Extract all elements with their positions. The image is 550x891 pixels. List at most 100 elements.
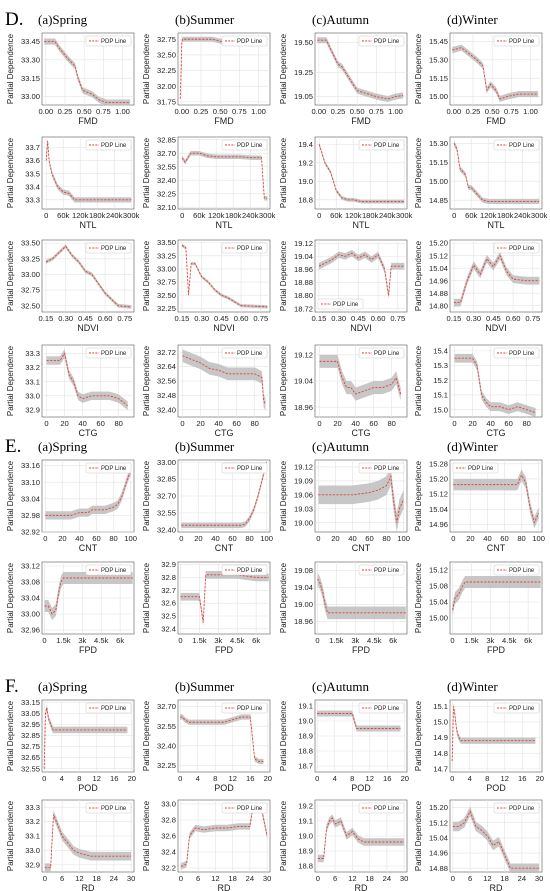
y-tick-label: 33.1 xyxy=(25,832,40,841)
chart-f-rd-4: 0 6 12 18 24 30 15.20 15.12 15.04 14.96 14.88 PDP L… xyxy=(414,799,543,891)
y-tick-label: 15.20 xyxy=(429,803,448,812)
y-tick-label: 33.10 xyxy=(21,478,40,487)
y-axis-label: Partial Dependence xyxy=(6,460,15,531)
chart-d-fmd-1: 0.00 0.25 0.50 0.75 1.00 33.45 33.30 33.15 33.00… xyxy=(6,32,135,126)
chart-grid: 0.00 0.25 0.50 0.75 1.0033.4533.3033.1533.00… xyxy=(6,32,548,891)
uncertainty-band xyxy=(453,469,539,529)
legend: PDP Line xyxy=(85,802,132,814)
x-tick-label: 60k xyxy=(193,211,205,220)
x-axis-label: NTL xyxy=(79,220,96,230)
x-tick-label: 40 xyxy=(348,534,356,543)
pdp-line xyxy=(181,244,268,308)
chart-f-pod-1: 0 4 8 12 16 20 33.15 33.05 32.95 32.85 32.75 32.65 3… xyxy=(6,698,136,793)
legend-label: PDP Line xyxy=(374,706,400,712)
y-tick-label: 15.04 xyxy=(429,264,448,273)
y-tick-label: 18.8 xyxy=(298,195,313,204)
x-tick-label: 18 xyxy=(500,874,508,883)
x-tick-label: 3k xyxy=(78,636,86,645)
y-tick-label: 32.8 xyxy=(161,816,176,825)
section-headers: D. (a)Spring (b)Summer (c)Autumn (d)Wint… xyxy=(5,9,498,697)
y-axis-label: Partial Dependence xyxy=(279,800,288,871)
x-tick-label: 0.45 xyxy=(486,314,501,323)
section-d-winter-title: (d)Winter xyxy=(447,12,498,27)
y-tick-label: 33.15 xyxy=(21,698,40,707)
x-tick-label: 0 xyxy=(178,774,182,783)
legend: PDP Line xyxy=(85,702,132,714)
pdp-line xyxy=(452,581,541,611)
y-tick-label: 15.04 xyxy=(429,833,448,842)
legend-box xyxy=(358,347,405,359)
y-axis-label: Partial Dependence xyxy=(6,240,15,311)
y-tick-label: 19.25 xyxy=(294,68,313,77)
y-tick-label: 32.00 xyxy=(157,82,176,91)
x-tick-label: 24 xyxy=(246,874,254,883)
pdp-line xyxy=(451,706,536,762)
y-tick-label: 18.9 xyxy=(298,732,313,741)
y-tick-label: 14.88 xyxy=(429,289,448,298)
legend: PDP Line xyxy=(85,139,132,151)
y-tick-label: 15.1 xyxy=(433,391,448,400)
x-tick-label: 1.00 xyxy=(251,107,266,116)
legend-box xyxy=(221,702,268,714)
legend-box xyxy=(85,35,132,47)
y-tick-label: 15.00 xyxy=(429,92,448,101)
x-axis-label: FMD xyxy=(78,116,98,126)
x-tick-label: 1.5k xyxy=(56,636,71,645)
y-tick-label: 33.30 xyxy=(21,55,40,64)
y-tick-label: 33.3 xyxy=(25,195,40,204)
section-d-autumn-title: (c)Autumn xyxy=(312,12,370,27)
y-tick-label: 32.56 xyxy=(157,377,176,386)
x-tick-label: 20 xyxy=(333,419,341,428)
x-tick-label: 30 xyxy=(535,874,543,883)
pdp-line xyxy=(452,47,539,100)
x-tick-label: 0 xyxy=(316,534,320,543)
x-tick-label: 4 xyxy=(60,774,64,783)
x-tick-label: 20 xyxy=(128,774,136,783)
x-tick-label: 60k xyxy=(330,211,342,220)
y-tick-label: 32.70 xyxy=(157,492,176,501)
y-axis-label: Partial Dependence xyxy=(414,460,423,531)
x-tick-label: 12 xyxy=(211,874,219,883)
x-tick-label: 0 xyxy=(179,874,183,883)
y-tick-label: 19.4 xyxy=(298,140,313,149)
y-tick-label: 19.08 xyxy=(294,566,313,575)
legend: PDP Line xyxy=(493,702,540,714)
uncertainty-band xyxy=(452,44,539,102)
y-tick-label: 33.3 xyxy=(25,803,40,812)
y-tick-label: 32.50 xyxy=(21,301,40,310)
y-tick-label: 19.06 xyxy=(294,490,313,499)
x-tick-label: 0.15 xyxy=(312,314,327,323)
y-tick-label: 32.55 xyxy=(21,764,40,773)
legend-label: PDP Line xyxy=(237,466,263,472)
legend-label: PDP Line xyxy=(101,351,127,357)
y-tick-label: 14.7 xyxy=(433,764,448,773)
legend-box xyxy=(85,702,132,714)
uncertainty-band xyxy=(181,243,268,309)
y-tick-label: 32.40 xyxy=(157,405,176,414)
y-tick-label: 18.8 xyxy=(298,862,313,871)
x-tick-label: 12 xyxy=(483,874,491,883)
legend-box xyxy=(221,347,268,359)
chart-d-fmd-3: 0.00 0.25 0.50 0.75 1.00 19.50 19.25 19.05 PDP L… xyxy=(279,32,408,126)
y-tick-label: 32.5 xyxy=(161,612,176,621)
y-tick-label: 15.15 xyxy=(429,74,448,83)
section-e-autumn-title: (c)Autumn xyxy=(312,439,370,454)
x-axis-label: NDVI xyxy=(350,323,372,333)
y-tick-label: 32.95 xyxy=(21,720,40,729)
y-tick-label: 33.25 xyxy=(21,254,40,263)
chart-e-cnt-3: 0 20 40 60 80 100 19.12 19.09 19.06 19.03 19.00 PDP… xyxy=(279,459,410,553)
y-tick-label: 19.12 xyxy=(294,350,313,359)
x-axis-label: NDVI xyxy=(77,323,99,333)
uncertainty-band xyxy=(44,38,131,106)
legend-box xyxy=(358,702,405,714)
y-tick-label: 32.40 xyxy=(157,741,176,750)
x-tick-label: 6k xyxy=(389,636,397,645)
legend-box xyxy=(493,702,540,714)
x-tick-label: 60k xyxy=(57,211,69,220)
chart-f-rd-3: 0 6 12 18 24 30 19.2 19.1 19.0 18.9 18.8 PDP Line RD… xyxy=(279,799,408,891)
legend-box xyxy=(358,462,405,474)
pdp-line xyxy=(319,360,402,395)
y-axis-label: Partial Dependence xyxy=(279,460,288,531)
y-axis-label: Partial Dependence xyxy=(279,562,288,633)
